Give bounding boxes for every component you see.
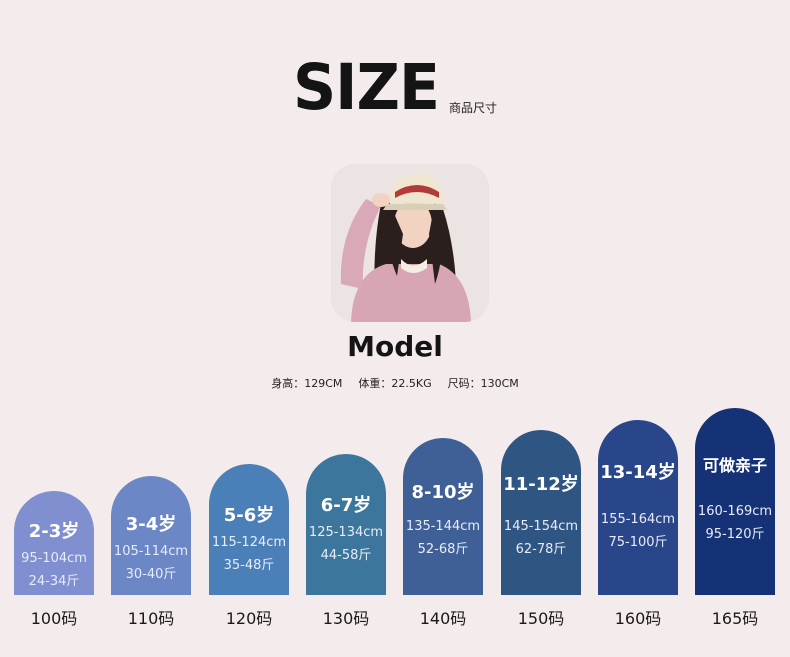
size-bar-160: 13-14岁 155-164cm 75-100斤 — [598, 420, 678, 595]
bar-height-range: 160-169cm — [697, 504, 773, 519]
size-label-110: 110码 — [127, 609, 175, 628]
bar-age: 6-7岁 — [320, 495, 372, 516]
bar-weight-range: 62-78斤 — [515, 542, 567, 557]
size-bar-130: 6-7岁 125-134cm 44-58斤 — [306, 454, 386, 595]
page-title: SIZE — [292, 51, 440, 125]
bar-weight-range: 30-40斤 — [125, 567, 177, 582]
bar-weight-range: 24-34斤 — [28, 574, 80, 589]
bar-age: 8-10岁 — [411, 482, 475, 503]
bar-age: 11-12岁 — [503, 474, 579, 495]
size-bar-100: 2-3岁 95-104cm 24-34斤 — [14, 491, 94, 595]
model-title: Model — [347, 330, 443, 363]
bar-weight-range: 35-48斤 — [223, 558, 275, 573]
bar-height-range: 135-144cm — [405, 519, 481, 534]
model-photo — [331, 164, 489, 322]
bar-height-range: 125-134cm — [308, 525, 384, 540]
page-subtitle: 商品尺寸 — [449, 101, 498, 115]
bar-height-range: 115-124cm — [211, 535, 287, 550]
size-label-150: 150码 — [517, 609, 565, 628]
bar-height-range: 95-104cm — [21, 551, 87, 566]
size-bar-140: 8-10岁 135-144cm 52-68斤 — [403, 438, 483, 595]
bar-height-range: 105-114cm — [113, 544, 189, 559]
model-height: 身高：129CM — [271, 377, 343, 390]
bar-weight-range: 95-120斤 — [705, 527, 765, 542]
bar-age: 3-4岁 — [125, 514, 177, 535]
bar-age: 13-14岁 — [600, 462, 676, 483]
bar-age: 2-3岁 — [28, 521, 80, 542]
size-bar-150: 11-12岁 145-154cm 62-78斤 — [501, 430, 581, 595]
size-label-140: 140码 — [419, 609, 467, 628]
size-label-160: 160码 — [614, 609, 662, 628]
size-bar-110: 3-4岁 105-114cm 30-40斤 — [111, 476, 191, 595]
bar-weight-range: 52-68斤 — [417, 542, 469, 557]
bar-height-range: 145-154cm — [503, 519, 579, 534]
bar-age: 可做亲子 — [702, 456, 767, 475]
page-header: SIZE 商品尺寸 — [0, 51, 790, 125]
bar-weight-range: 75-100斤 — [608, 535, 668, 550]
bar-height-range: 155-164cm — [600, 512, 676, 527]
size-label-120: 120码 — [225, 609, 273, 628]
model-size: 尺码：130CM — [447, 377, 519, 390]
model-info: 身高：129CM 体重：22.5KG 尺码：130CM — [0, 375, 790, 391]
model-weight: 体重：22.5KG — [358, 377, 432, 390]
size-bar-165: 可做亲子 160-169cm 95-120斤 — [695, 408, 775, 595]
size-label-130: 130码 — [322, 609, 370, 628]
size-label-165: 165码 — [711, 609, 759, 628]
size-label-100: 100码 — [30, 609, 78, 628]
bar-weight-range: 44-58斤 — [320, 548, 372, 563]
size-bar-120: 5-6岁 115-124cm 35-48斤 — [209, 464, 289, 595]
bar-age: 5-6岁 — [223, 505, 275, 526]
model-photo-illustration — [331, 164, 489, 322]
